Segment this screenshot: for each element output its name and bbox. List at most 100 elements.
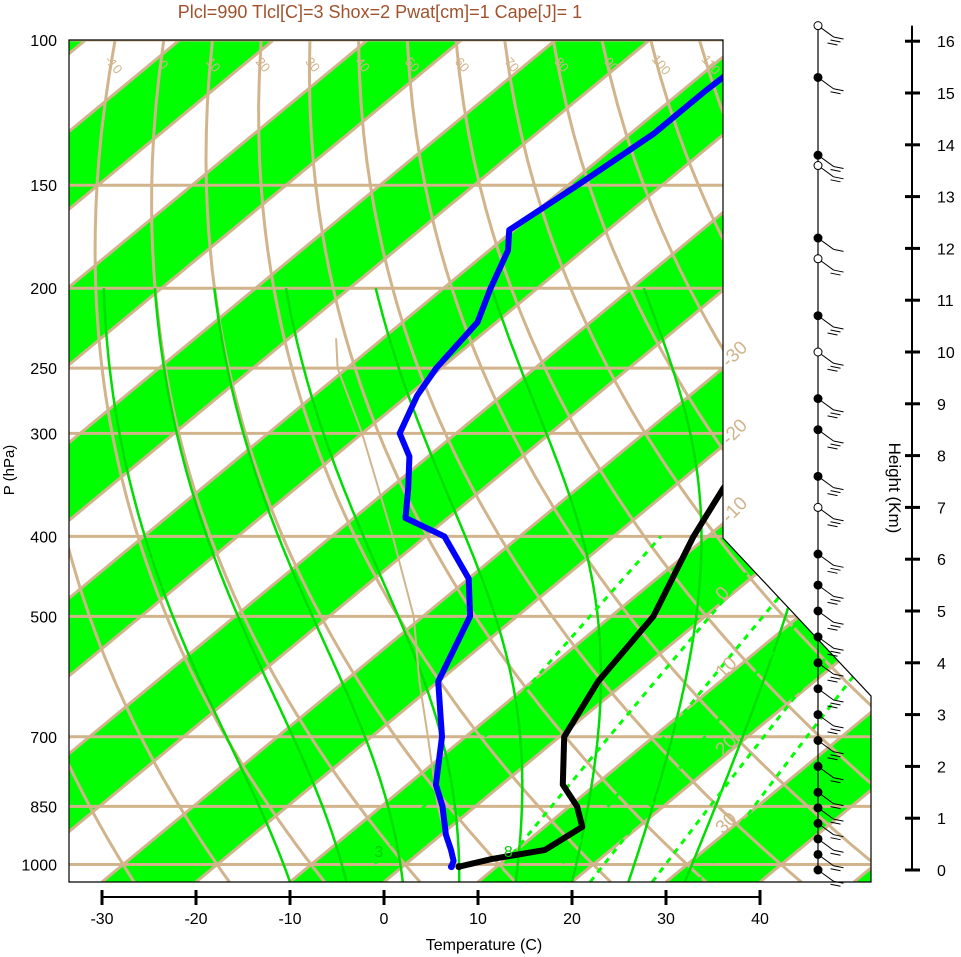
isotherm-line xyxy=(477,40,871,882)
isotherm-line xyxy=(665,40,871,882)
plot-frame xyxy=(68,39,872,883)
wind-barb-flag xyxy=(833,777,844,781)
isotherm-line xyxy=(69,40,275,882)
wind-barb-flag xyxy=(830,329,841,333)
x-axis: -30 -20 -10 0 10 20 30 40 xyxy=(90,890,769,928)
dry-adiabat-label: -10 xyxy=(102,53,126,77)
wind-barb-flag xyxy=(833,487,844,491)
y-tick-label: 150 xyxy=(30,178,57,195)
wind-level-marker xyxy=(813,849,823,859)
wind-level-marker xyxy=(813,425,823,435)
dry-adiabat-label: 100 xyxy=(649,52,674,78)
wind-level-marker xyxy=(813,865,823,875)
wind-barb-flag xyxy=(833,409,844,413)
mixing-ratio-line xyxy=(546,535,831,882)
isotherm-line xyxy=(948,40,961,882)
wind-level-marker xyxy=(813,736,823,745)
wind-barb-flag xyxy=(833,834,844,838)
wind-barb-flag xyxy=(830,780,841,784)
wind-barb-flag xyxy=(833,269,844,273)
wind-barb-flag xyxy=(830,728,841,732)
isotherm-line xyxy=(101,40,871,882)
wind-barb-flag xyxy=(830,91,841,95)
green-band xyxy=(69,40,838,882)
wind-level-marker xyxy=(813,549,823,559)
wind-level-marker xyxy=(813,21,823,31)
wind-level-marker xyxy=(813,787,823,797)
wind-level-marker xyxy=(813,471,823,481)
height-tick-label: 10 xyxy=(937,345,955,362)
wind-barb-flag xyxy=(833,725,844,729)
wind-barb-flag xyxy=(833,518,844,522)
height-tick-label: 4 xyxy=(937,656,946,673)
wind-level-marker xyxy=(813,311,823,321)
wind-barb-flag xyxy=(833,880,844,884)
green-band xyxy=(69,40,650,882)
wind-barb-flag xyxy=(833,176,844,180)
wind-level-marker xyxy=(813,658,823,668)
wind-barb-flag xyxy=(827,332,838,336)
green-band xyxy=(69,40,462,882)
y-axis-label: P (hPa) xyxy=(1,445,18,496)
moist-adiabat xyxy=(490,287,603,882)
mixing-ratio-line xyxy=(589,535,869,882)
mixing-ratio-line xyxy=(488,535,780,882)
wind-level-marker xyxy=(813,150,823,160)
wind-barb-flag xyxy=(833,621,844,625)
y-tick-label: 1000 xyxy=(21,858,57,875)
isotherm-line xyxy=(383,40,871,882)
isotherm-line xyxy=(69,40,463,882)
y-tick-label: 500 xyxy=(30,609,57,626)
x-tick-label: 0 xyxy=(380,911,389,928)
wind-barb-flag xyxy=(833,647,844,651)
wind-barb-flag xyxy=(833,699,844,703)
x-tick-label: -10 xyxy=(278,911,301,928)
height-tick-label: 6 xyxy=(937,552,946,569)
wind-barb-flag xyxy=(833,248,844,252)
dry-adiabat xyxy=(93,40,326,882)
height-tick-label: 15 xyxy=(937,86,955,103)
height-tick-label: 9 xyxy=(937,397,946,414)
wind-level-marker xyxy=(813,347,823,357)
wind-barb-flag xyxy=(830,702,841,706)
wind-barb-flag xyxy=(833,88,844,92)
moist-adiabat xyxy=(153,288,348,882)
wind-level-marker xyxy=(813,72,823,82)
wind-barb-flag xyxy=(830,754,841,758)
dry-adiabat xyxy=(551,40,871,882)
height-tick-label: 14 xyxy=(937,138,955,155)
dry-adiabat-label: 20 xyxy=(253,54,274,75)
wind-level-marker xyxy=(813,254,823,264)
wind-barb-flag xyxy=(830,598,841,602)
wind-barb-flag xyxy=(830,39,841,43)
wind-barb-flag xyxy=(827,524,838,528)
wind-barb-flag xyxy=(830,490,841,494)
height-tick-label: 8 xyxy=(937,449,946,466)
wind-level-marker xyxy=(813,580,823,590)
height-tick-label: 1 xyxy=(937,811,946,828)
wind-barb-flag xyxy=(830,806,841,810)
wind-barb-flag xyxy=(830,443,841,447)
wind-barb-flag xyxy=(830,821,841,825)
x-tick-label: 40 xyxy=(751,911,769,928)
moist-adiabat xyxy=(627,287,703,882)
wind-barb-flag xyxy=(833,751,844,755)
wind-barb-flag xyxy=(830,676,841,680)
wind-level-marker xyxy=(813,710,823,720)
wind-level-marker xyxy=(813,606,823,616)
green-band xyxy=(102,40,871,882)
height-tick-label: 3 xyxy=(937,708,946,725)
moist-adiabat xyxy=(102,288,292,882)
dry-adiabat xyxy=(204,40,517,882)
dry-adiabat xyxy=(69,40,231,882)
height-tick-label: 11 xyxy=(937,293,954,310)
isotherm-line xyxy=(69,40,557,882)
wind-barb-flag xyxy=(830,852,841,856)
wind-barb-flag xyxy=(833,362,844,366)
x-tick-label: 20 xyxy=(563,911,581,928)
x-tick-label: 10 xyxy=(469,911,487,928)
dry-adiabat xyxy=(405,40,871,882)
wind-barb-flag xyxy=(833,803,844,807)
wind-barb-flag xyxy=(827,705,838,709)
